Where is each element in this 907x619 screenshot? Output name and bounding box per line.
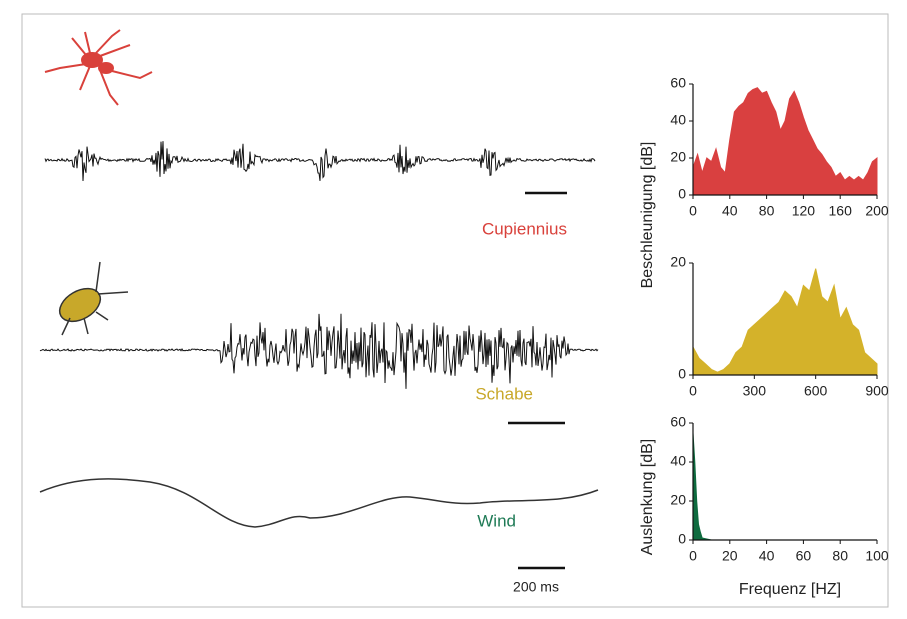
x-tick-label: 40 xyxy=(722,203,738,219)
y-tick-label: 20 xyxy=(670,149,686,165)
spectrum-area xyxy=(692,268,878,376)
traces xyxy=(39,141,599,528)
x-tick-label: 200 xyxy=(865,203,889,219)
y-axis-label: Auslenkung [dB] xyxy=(639,439,656,556)
spectrum-area xyxy=(692,87,878,196)
y-axis-label: Beschleunigung [dB] xyxy=(639,142,656,289)
x-tick-label: 160 xyxy=(829,203,853,219)
x-tick-label: 40 xyxy=(759,548,775,564)
y-tick-label: 0 xyxy=(678,186,686,202)
scale-label: 200 ms xyxy=(513,579,559,595)
y-tick-label: 20 xyxy=(670,492,686,508)
waveform xyxy=(44,141,596,182)
trace-label: Cupiennius xyxy=(482,219,567,238)
x-tick-label: 0 xyxy=(689,383,697,399)
x-tick-label: 300 xyxy=(743,383,767,399)
spectrum-area xyxy=(692,432,877,541)
y-tick-label: 0 xyxy=(678,366,686,382)
cockroach-icon xyxy=(58,261,129,336)
x-tick-label: 20 xyxy=(722,548,738,564)
x-tick-label: 80 xyxy=(832,548,848,564)
x-tick-label: 0 xyxy=(689,203,697,219)
trace-label: Schabe xyxy=(475,384,533,403)
x-tick-label: 0 xyxy=(689,548,697,564)
trace-label: Wind xyxy=(477,511,516,530)
y-tick-label: 0 xyxy=(678,531,686,547)
x-tick-label: 80 xyxy=(759,203,775,219)
x-tick-label: 100 xyxy=(865,548,889,564)
y-tick-label: 40 xyxy=(670,112,686,128)
x-axis-label: Frequenz [HZ] xyxy=(739,581,841,598)
frame xyxy=(21,13,889,608)
spider-icon xyxy=(44,29,153,106)
y-tick-label: 20 xyxy=(670,254,686,270)
x-tick-label: 900 xyxy=(865,383,889,399)
x-tick-label: 600 xyxy=(804,383,828,399)
x-tick-label: 60 xyxy=(796,548,812,564)
y-tick-label: 60 xyxy=(670,75,686,91)
waveform xyxy=(39,478,599,528)
waveform xyxy=(39,313,599,389)
y-tick-label: 60 xyxy=(670,414,686,430)
y-tick-label: 40 xyxy=(670,453,686,469)
x-tick-label: 120 xyxy=(792,203,816,219)
